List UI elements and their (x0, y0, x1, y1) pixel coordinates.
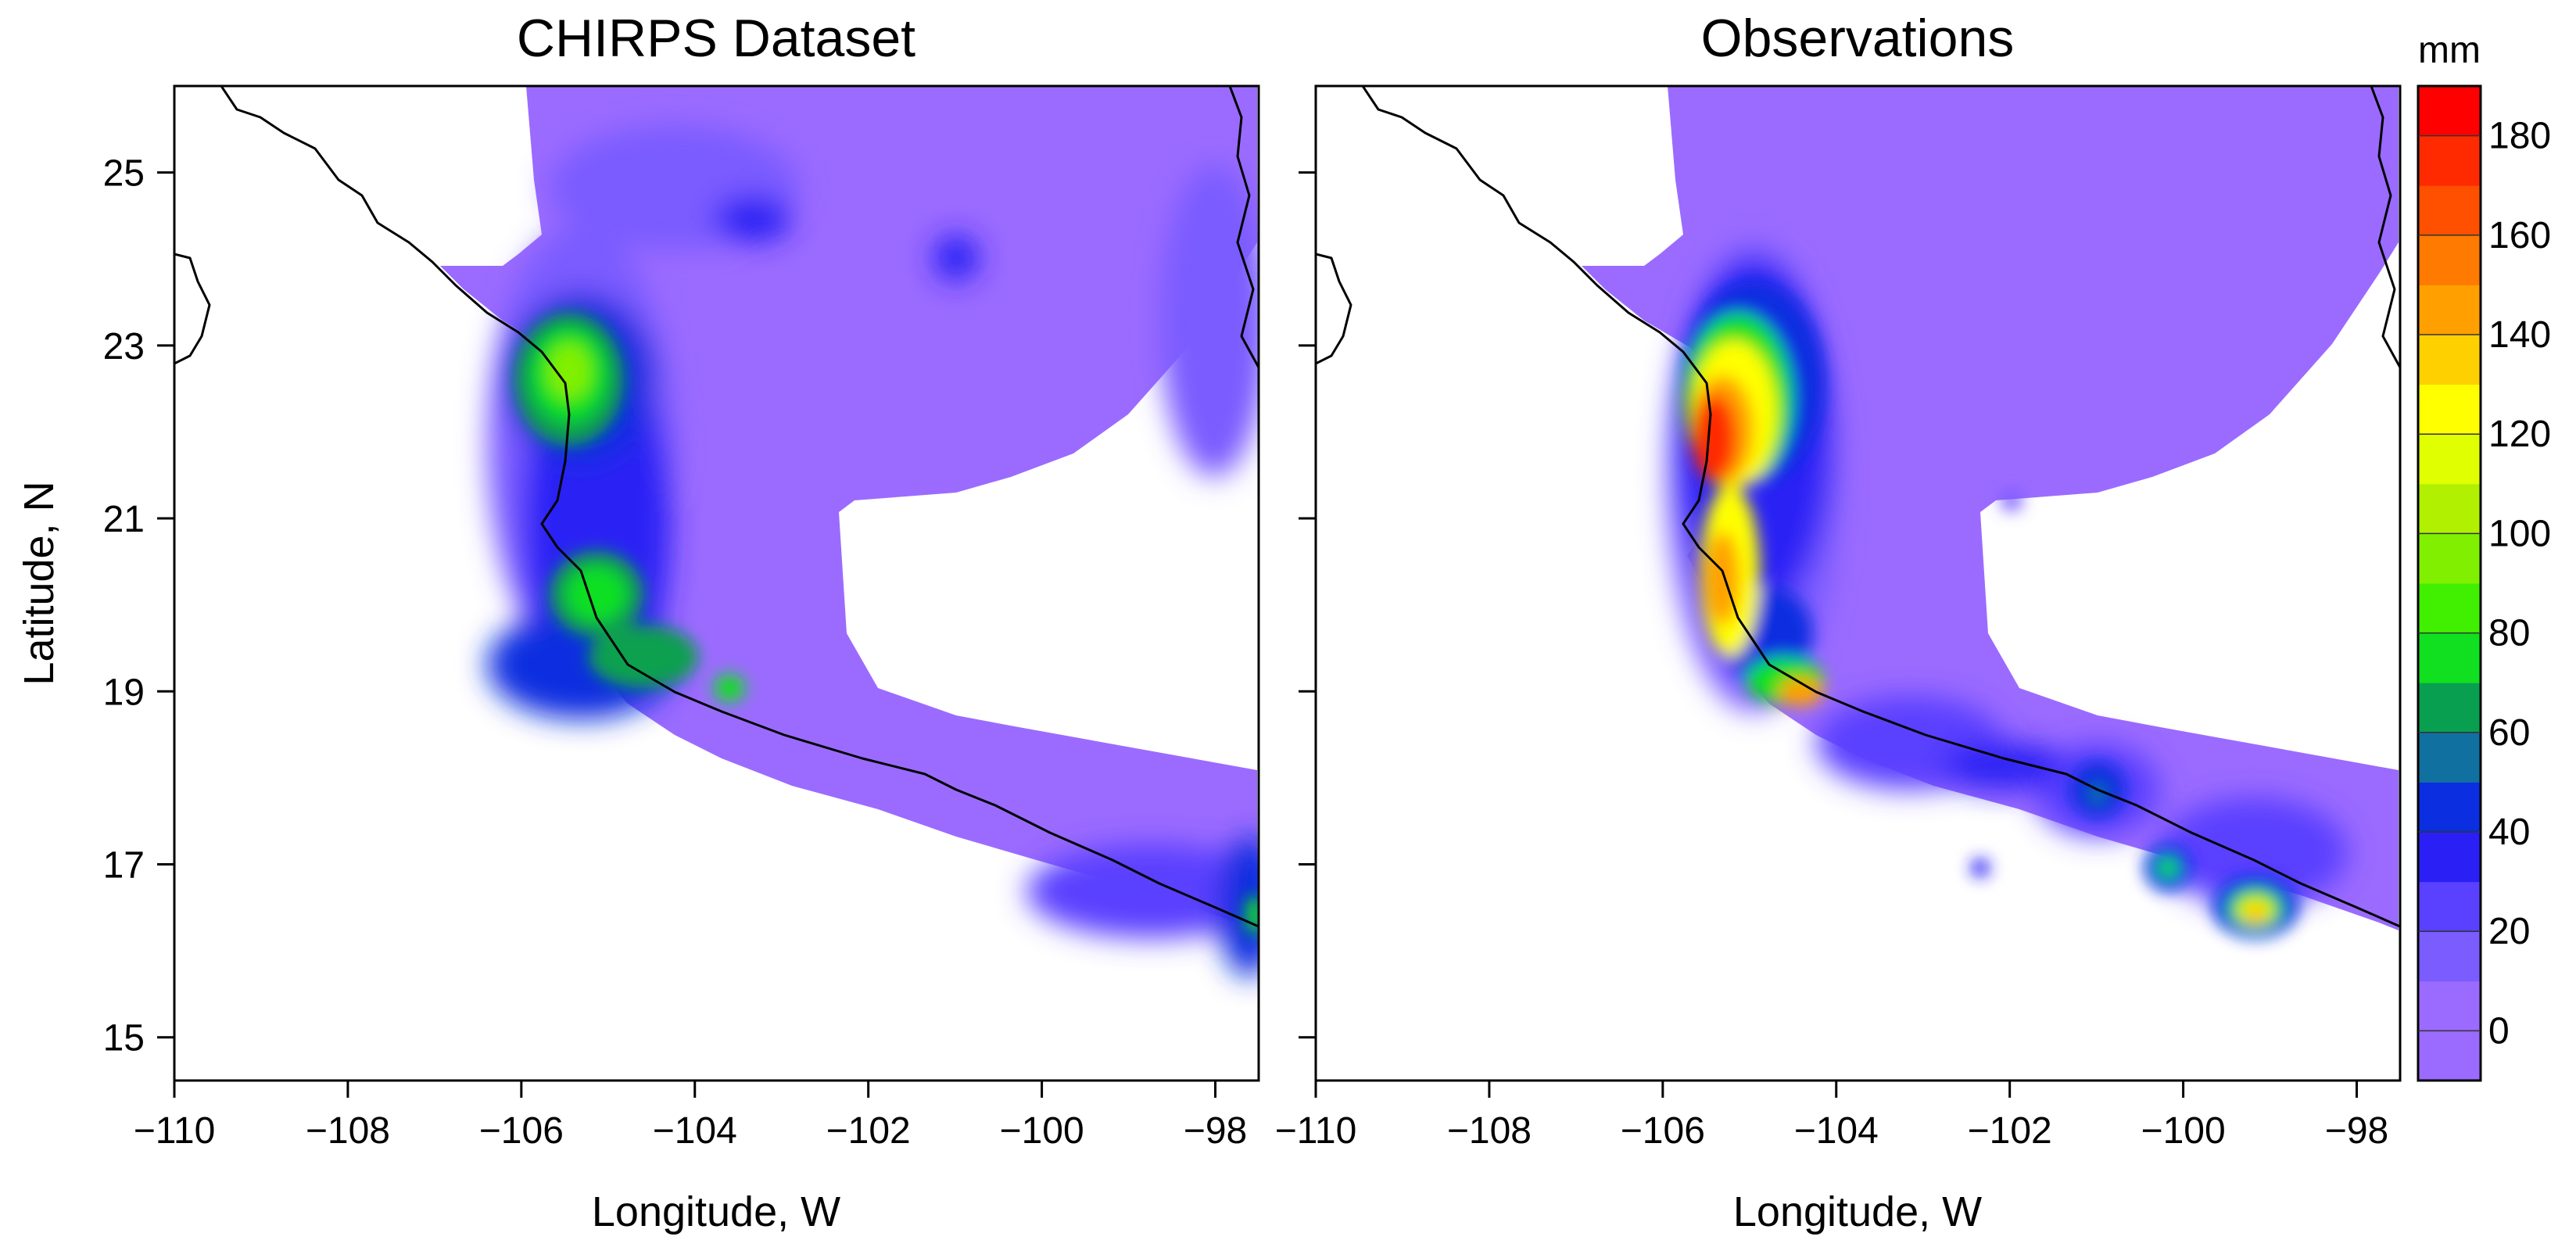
x-tick-label: −102 (1968, 1110, 2052, 1152)
colorbar-level (2418, 633, 2481, 683)
panel-frame (173, 84, 1260, 1082)
coastline (1361, 86, 2400, 928)
colorbar-level (2418, 86, 2481, 137)
colorbar-level (2418, 434, 2481, 485)
coastline-east (1228, 86, 1259, 368)
colorbar-tick-label: 180 (2488, 116, 2551, 157)
colorbar-tick-label: 0 (2488, 1010, 2510, 1052)
y-tick-label: 25 (103, 153, 145, 195)
colorbar-unit-label: mm (2418, 30, 2481, 71)
colorbar-level (2418, 980, 2481, 1031)
colorbar-tick-label: 140 (2488, 314, 2551, 356)
colorbar-level (2418, 384, 2481, 435)
colorbar: 0 20 40 60 80 100 120 140 160 180 mm (2417, 30, 2551, 1082)
colorbar-level (2418, 335, 2481, 385)
colorbar-swatches (2418, 86, 2481, 1081)
precip-contour (1693, 395, 1736, 481)
coastline-east (2370, 86, 2400, 368)
x-tick-label: −100 (1000, 1110, 1084, 1152)
precip-contour (1971, 858, 1990, 877)
coastline (220, 86, 1259, 928)
colorbar-level (2418, 533, 2481, 584)
colorbar-level (2418, 881, 2481, 932)
colorbar-level (2418, 1030, 2481, 1081)
colorbar-level (2418, 732, 2481, 783)
precip-contour (714, 195, 792, 242)
x-axis-label: Longitude, W (592, 1188, 840, 1235)
precip-contour (2160, 797, 2348, 907)
colorbar-ticks: 0 20 40 60 80 100 120 140 160 180 (2418, 116, 2551, 1052)
precip-contour (547, 343, 591, 400)
x-tick-label: −104 (1794, 1110, 1879, 1152)
precip-contour (933, 235, 980, 281)
y-tick-label: 23 (103, 326, 145, 367)
colorbar-tick-label: 160 (2488, 215, 2551, 256)
y-tick-label: 15 (103, 1018, 145, 1059)
coastline-baja (1316, 253, 1352, 365)
colorbar-tick-label: 20 (2488, 911, 2530, 952)
precip-contour (2246, 906, 2265, 920)
colorbar-level (2418, 285, 2481, 335)
x-tick-label: −106 (479, 1110, 564, 1152)
colorbar-level (2418, 135, 2481, 186)
panel-observations: −110 −108 −106 −104 −102 −100 −98 Observations… (1275, 9, 2402, 1235)
precip-contour (714, 674, 745, 702)
precip-contour (1218, 837, 1259, 977)
colorbar-level (2418, 683, 2481, 733)
precip-contour (1245, 895, 1259, 934)
panel-title: CHIRPS Dataset (517, 9, 915, 68)
panel-frame (1314, 84, 2402, 1082)
colorbar-tick-label: 80 (2488, 613, 2530, 654)
precip-contour (567, 567, 626, 622)
axis-ticks: −110 −108 −106 −104 −102 −100 −98 25 23 21 19 17 15 (103, 153, 1248, 1152)
axis-ticks: −110 −108 −106 −104 −102 −100 −98 (1275, 171, 2388, 1152)
y-axis-label: Latitude, N (16, 481, 63, 685)
precip-contour (1941, 743, 2066, 790)
x-tick-label: −110 (134, 1110, 216, 1152)
panel-title: Observations (1701, 9, 2015, 68)
colorbar-level (2418, 583, 2481, 634)
precip-contour (1779, 678, 1822, 706)
precip-contour (1159, 164, 1259, 477)
y-tick-label: 17 (103, 844, 145, 886)
precip-contour (589, 625, 698, 688)
colorbar-level (2418, 235, 2481, 285)
colorbar-level (2418, 931, 2481, 982)
x-tick-label: −104 (653, 1110, 737, 1152)
y-tick-label: 19 (103, 672, 145, 713)
x-axis-label: Longitude, W (1733, 1188, 1982, 1235)
x-tick-label: −110 (1275, 1110, 1357, 1152)
y-tick-label: 21 (103, 499, 145, 540)
colorbar-level (2418, 832, 2481, 883)
x-tick-label: −102 (826, 1110, 911, 1152)
x-tick-label: −98 (2325, 1110, 2388, 1152)
colorbar-tick-label: 40 (2488, 812, 2530, 853)
coastline-baja (174, 253, 211, 365)
panel-chirps: −110 −108 −106 −104 −102 −100 −98252321191715 … (16, 9, 1260, 1235)
precip-contour (1026, 844, 1259, 938)
colorbar-tick-label: 120 (2488, 414, 2551, 455)
x-tick-label: −108 (306, 1110, 390, 1152)
colorbar-tick-label: 100 (2488, 513, 2551, 554)
colorbar-tick-label: 60 (2488, 712, 2530, 754)
colorbar-frame (2417, 84, 2482, 1082)
x-tick-label: −106 (1621, 1110, 1705, 1152)
x-tick-label: −108 (1447, 1110, 1532, 1152)
precip-contour (2157, 857, 2179, 879)
colorbar-level (2418, 782, 2481, 833)
colorbar-level (2418, 185, 2481, 236)
colorbar-level (2418, 483, 2481, 534)
precip-contour (1705, 532, 1739, 625)
x-tick-label: −100 (2141, 1110, 2226, 1152)
x-tick-label: −98 (1184, 1110, 1247, 1152)
precip-contour (2001, 489, 2022, 511)
